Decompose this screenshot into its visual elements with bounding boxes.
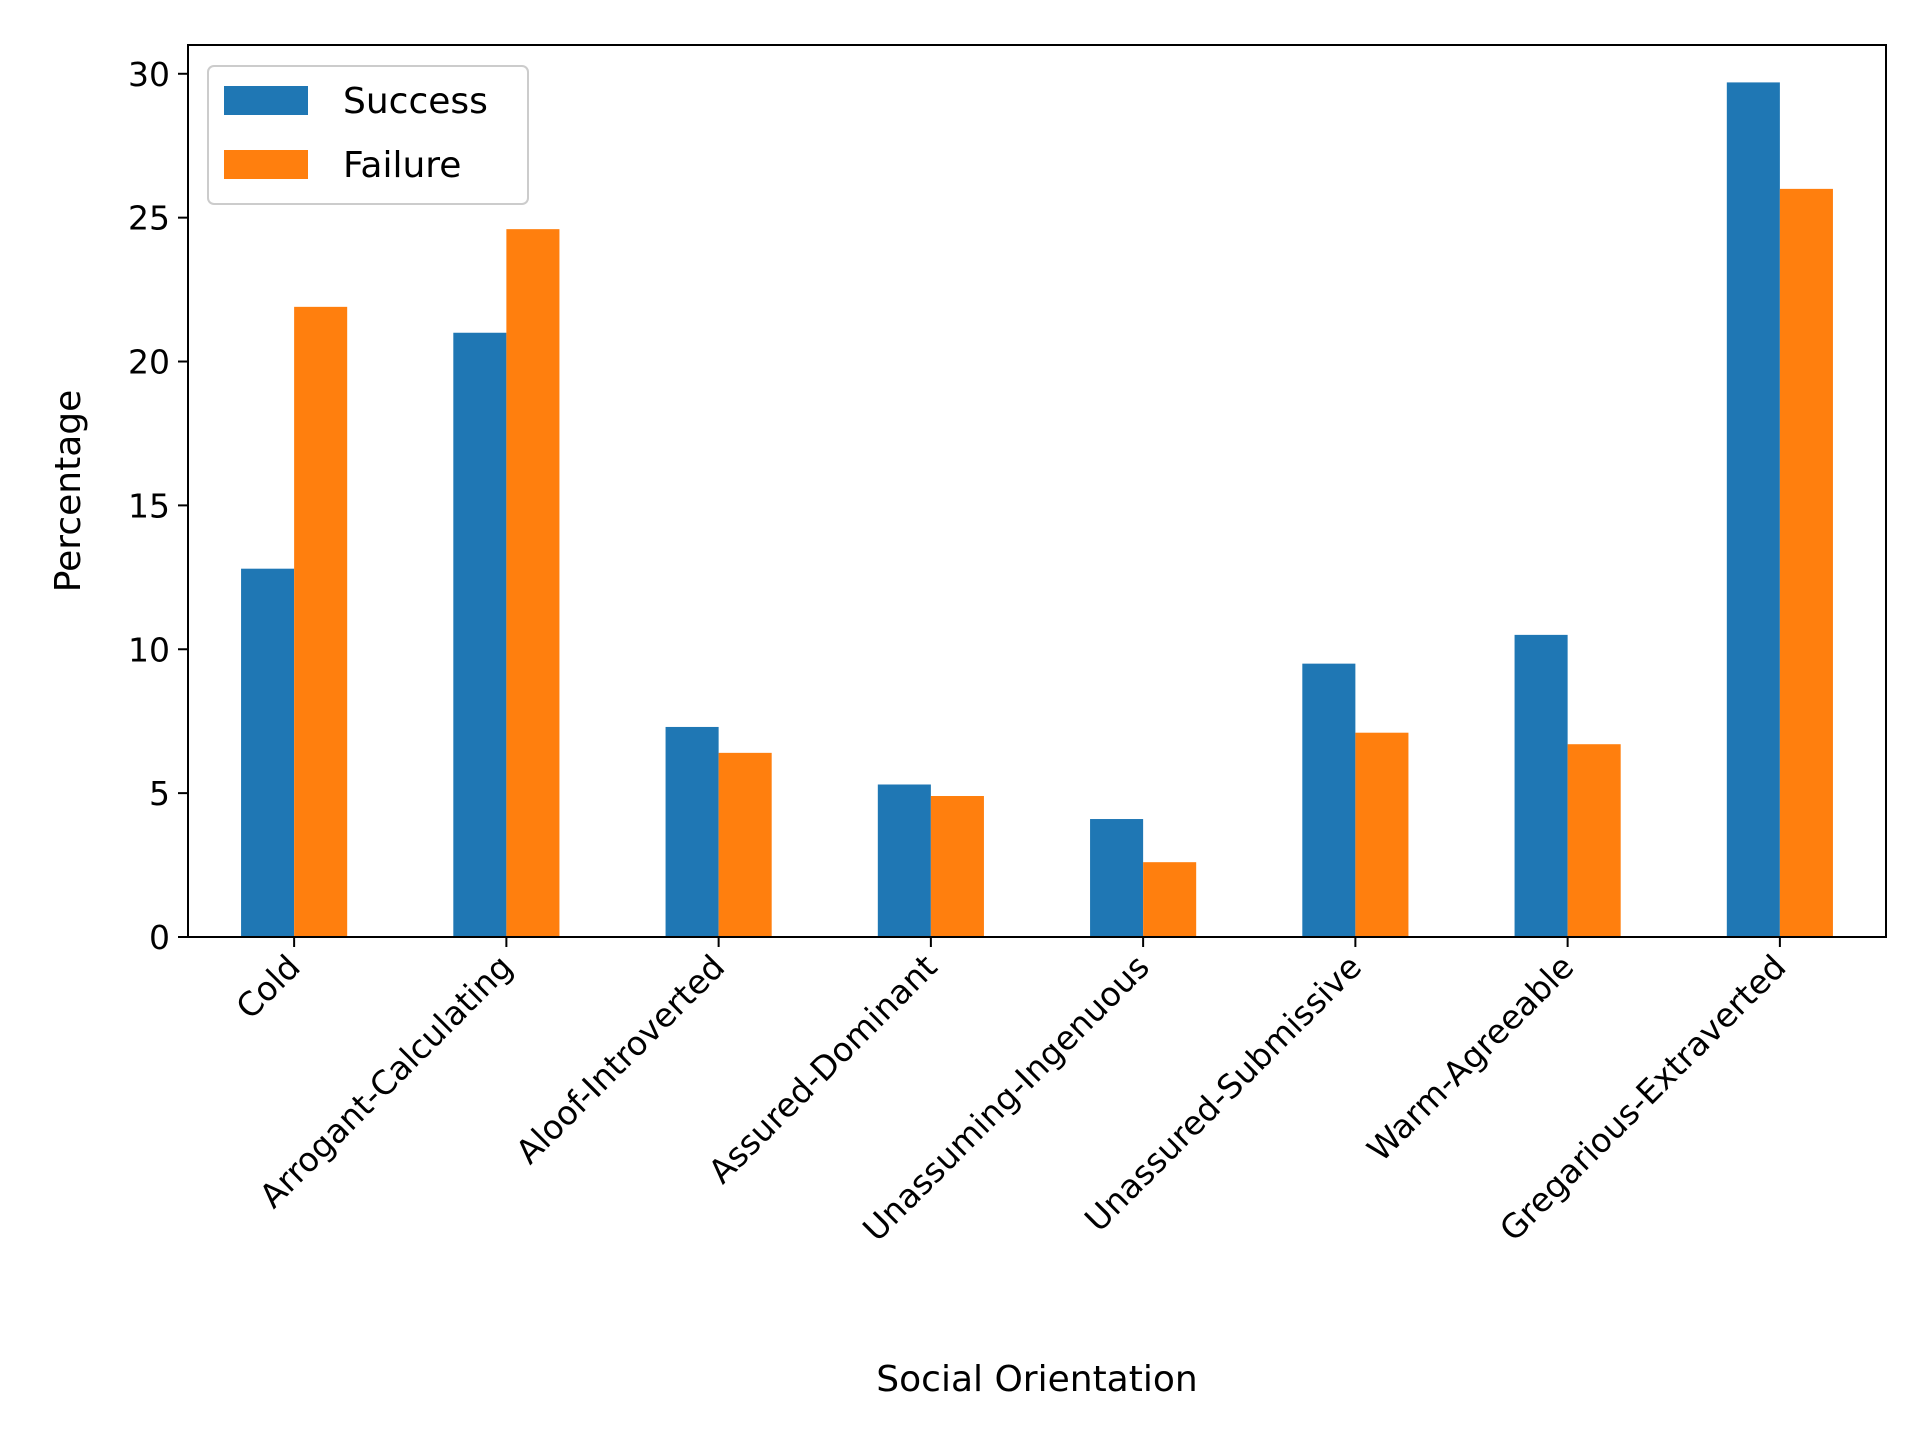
bar-failure-5 [1143, 862, 1197, 937]
bar-failure-4 [930, 796, 984, 937]
bar-failure-2 [506, 229, 560, 937]
y-tick-label: 15 [128, 486, 170, 525]
bar-success-6 [1302, 663, 1356, 937]
legend-swatch-failure [224, 150, 308, 179]
bar-success-3 [665, 726, 719, 937]
bar-failure-7 [1567, 744, 1621, 937]
bar-failure-1 [294, 306, 348, 937]
legend: Success Failure [207, 65, 529, 205]
bar-success-8 [1726, 82, 1780, 938]
legend-label-success: Success [343, 81, 488, 122]
bar-success-2 [453, 332, 507, 937]
bars-group [241, 82, 1833, 938]
y-axis-label: Percentage [48, 390, 89, 593]
bar-failure-3 [718, 752, 772, 937]
y-tick-label: 20 [128, 343, 170, 382]
legend-label-failure: Failure [343, 145, 461, 186]
bar-success-5 [1090, 819, 1144, 937]
bar-failure-6 [1355, 732, 1409, 937]
y-tick-label: 0 [149, 918, 170, 957]
y-tick-label: 30 [128, 55, 170, 94]
y-tick-label: 25 [128, 199, 170, 238]
y-axis-ticks: 0 5 10 15 20 25 30 [128, 55, 188, 957]
bar-success-7 [1514, 634, 1568, 937]
bar-success-4 [877, 784, 931, 937]
legend-swatch-success [224, 86, 308, 115]
plot-area-frame [187, 44, 1887, 938]
x-axis-label: Social Orientation [876, 1359, 1197, 1400]
bar-failure-8 [1779, 188, 1833, 937]
bar-success-1 [241, 568, 295, 937]
y-tick-label: 5 [149, 774, 170, 813]
y-tick-label: 10 [128, 630, 170, 669]
